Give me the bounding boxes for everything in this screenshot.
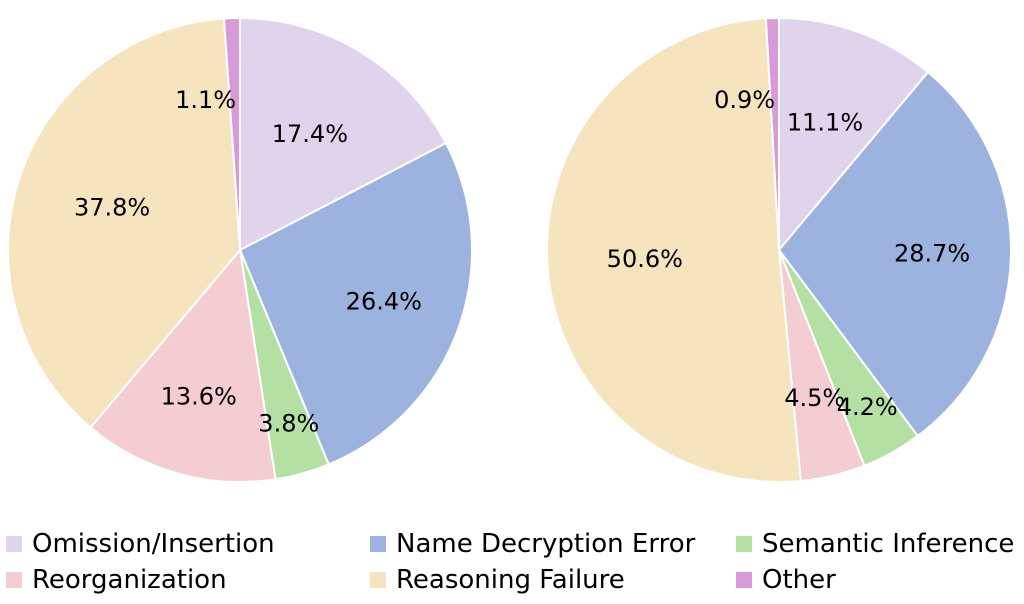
legend-label-other: Other bbox=[762, 565, 836, 595]
pie1-label-semantic: 3.8% bbox=[258, 409, 319, 437]
pie2-label-reorganization: 4.5% bbox=[784, 384, 845, 412]
legend-item-name-decryption: Name Decryption Error bbox=[370, 526, 695, 562]
pie1-slice-omission bbox=[239, 16, 448, 252]
legend-label-reasoning: Reasoning Failure bbox=[396, 565, 625, 595]
pie1-slice-other bbox=[222, 16, 241, 251]
legend-item-reasoning: Reasoning Failure bbox=[370, 562, 625, 598]
pie2-label-other: 0.9% bbox=[714, 86, 775, 114]
pie2-slice-omission bbox=[778, 16, 930, 253]
legend-item-omission: Omission/Insertion bbox=[6, 526, 275, 562]
pie1-label-other: 1.1% bbox=[175, 86, 236, 114]
legend-swatch-reorganization bbox=[6, 572, 22, 588]
pie1-slice-reasoning bbox=[7, 17, 242, 429]
legend-swatch-other bbox=[736, 572, 752, 588]
pie1-slice-reorganization bbox=[89, 247, 277, 483]
pie1-label-reasoning: 37.8% bbox=[74, 193, 150, 221]
pie2-label-reasoning: 50.6% bbox=[607, 245, 683, 273]
pie1-label-name-decryption: 26.4% bbox=[346, 288, 422, 316]
pie1-slice-name-decryption bbox=[238, 141, 473, 466]
legend-label-reorganization: Reorganization bbox=[32, 565, 227, 595]
legend-label-name-decryption: Name Decryption Error bbox=[396, 529, 696, 559]
legend-item-semantic: Semantic Inference bbox=[736, 526, 1014, 562]
pie-chart-1: 17.4% 26.4% 3.8% 13.6% 37.8% 1.1% bbox=[7, 16, 473, 483]
legend-item-reorganization: Reorganization bbox=[6, 562, 227, 598]
legend-swatch-name-decryption bbox=[370, 536, 386, 552]
legend-swatch-omission bbox=[6, 536, 22, 552]
legend-item-other: Other bbox=[736, 562, 836, 598]
pie-charts: 17.4% 26.4% 3.8% 13.6% 37.8% 1.1% 11.1% 28.7% 4.… bbox=[7, 16, 1012, 483]
pie2-label-omission: 11.1% bbox=[787, 109, 863, 137]
pie-chart-2: 11.1% 28.7% 4.2%4.5% 50.6% 0.9% bbox=[546, 16, 1012, 483]
legend-label-omission: Omission/Insertion bbox=[32, 529, 275, 559]
legend-swatch-reasoning bbox=[370, 572, 386, 588]
pie2-slice-other bbox=[764, 16, 780, 251]
pie1-label-omission: 17.4% bbox=[272, 120, 348, 148]
pie2-label-name-decryption: 28.7% bbox=[894, 239, 970, 267]
pie2-slice-reasoning bbox=[546, 17, 802, 483]
legend: Omission/Insertion Reorganization Name D… bbox=[0, 520, 1024, 604]
pie1-label-reorganization: 13.6% bbox=[161, 382, 237, 410]
pie2-label-semantic: 4.2% bbox=[837, 393, 898, 421]
legend-label-semantic: Semantic Inference bbox=[762, 529, 1015, 559]
pie2-slice-name-decryption bbox=[777, 70, 1012, 438]
legend-swatch-semantic bbox=[736, 536, 752, 552]
